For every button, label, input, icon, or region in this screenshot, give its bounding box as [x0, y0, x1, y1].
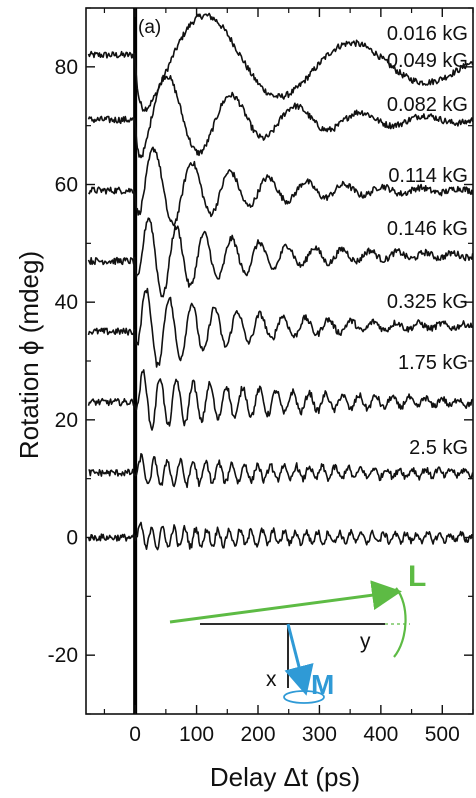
l-vector-arrow: [169, 580, 402, 624]
y-tick-label: 40: [55, 291, 78, 314]
x-axis-label: Delay Δt (ps): [210, 762, 360, 792]
series-label: 2.5 kG: [409, 437, 468, 459]
series-label: 1.75 kG: [398, 352, 468, 374]
series-label: 0.082 kG: [387, 94, 468, 116]
y-tick-label: 80: [55, 56, 78, 79]
y-tick-label: 0: [66, 527, 78, 550]
trace-0-016-kG: [87, 12, 474, 112]
trace-1-75-kG: [88, 453, 474, 489]
series-label: 0.114 kG: [388, 165, 468, 187]
axis-ticks: 0 100 200 300 400 500 -20 0 20 40 60 80: [48, 7, 474, 746]
y-tick-label: -20: [48, 644, 78, 667]
l-rotation-arc: [393, 587, 407, 658]
trace-0-146-kG: [87, 287, 474, 368]
x-tick-label: 300: [302, 723, 337, 746]
y-tick-label: 20: [55, 409, 78, 432]
m-vector-arrow: [284, 623, 314, 696]
y-axis-label: Rotation ϕ (mdeg): [14, 251, 44, 459]
x-tick-label: 0: [129, 723, 141, 746]
data-traces: [87, 12, 474, 551]
x-tick-label: 100: [179, 723, 214, 746]
series-label: 0.325 kG: [387, 291, 468, 313]
trace-0-049-kG: [87, 75, 474, 159]
panel-label: (a): [138, 17, 161, 38]
series-label: 0.049 kG: [387, 50, 468, 72]
y-tick-label: 60: [55, 174, 78, 197]
l-vector-label: L: [408, 560, 426, 593]
x-tick-label: 500: [425, 723, 460, 746]
trace-0-082-kG: [87, 146, 474, 227]
series-labels: 0.016 kG 0.049 kG 0.082 kG 0.114 kG 0.146 kG…: [387, 23, 468, 459]
trace-0-114-kG: [87, 217, 474, 298]
trace-0-325-kG: [87, 369, 474, 431]
x-tick-label: 200: [240, 723, 275, 746]
x-tick-label: 400: [363, 723, 398, 746]
series-label: 0.146 kG: [387, 218, 468, 240]
series-label: 0.016 kG: [387, 23, 468, 45]
magnetization-inset-diagram: L Mx y: [169, 560, 426, 704]
x-axis-name: x: [266, 668, 277, 691]
trace-2-5-kG: [87, 521, 474, 551]
m-vector-label: M: [311, 669, 334, 700]
y-axis-name: y: [360, 630, 371, 653]
